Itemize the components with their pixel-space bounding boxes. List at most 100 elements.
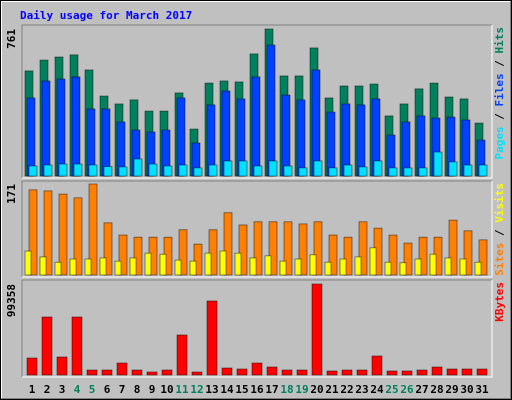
panel-bevel xyxy=(22,25,493,179)
bar xyxy=(26,357,38,376)
bar xyxy=(193,167,203,177)
bar xyxy=(268,221,278,276)
bar xyxy=(294,258,302,276)
y-tick-label: 99358 xyxy=(5,284,18,317)
x-tick-label: 27 xyxy=(415,383,428,396)
x-tick-label: 5 xyxy=(89,383,96,396)
bar xyxy=(478,164,488,177)
x-tick-label: 7 xyxy=(119,383,126,396)
bar xyxy=(238,224,248,276)
x-tick-label: 9 xyxy=(149,383,156,396)
bar xyxy=(73,163,83,177)
bar xyxy=(238,160,248,177)
bar xyxy=(369,247,377,276)
bar xyxy=(223,160,233,177)
x-tick-label: 18 xyxy=(280,383,293,396)
bar xyxy=(429,253,437,276)
bar xyxy=(28,165,38,177)
bar xyxy=(146,371,158,376)
bar xyxy=(43,190,53,276)
panel-bevel xyxy=(21,180,492,277)
bar xyxy=(356,369,368,376)
bar xyxy=(148,163,158,177)
bar xyxy=(386,370,398,376)
bar xyxy=(358,221,368,276)
bar xyxy=(418,167,428,177)
bar xyxy=(279,260,287,276)
bar xyxy=(161,369,173,376)
x-tick-label: 31 xyxy=(475,383,489,396)
bar xyxy=(163,165,173,177)
bar xyxy=(86,369,98,376)
bar xyxy=(144,252,152,276)
bar xyxy=(84,258,92,276)
bar xyxy=(403,167,413,177)
bar xyxy=(388,167,398,177)
bar xyxy=(54,261,62,276)
x-tick-label: 23 xyxy=(355,383,368,396)
bar xyxy=(193,243,203,276)
bar xyxy=(399,262,407,276)
bar xyxy=(41,316,53,376)
bar xyxy=(298,223,308,276)
x-tick-label: 29 xyxy=(445,383,458,396)
bar xyxy=(73,197,83,276)
bar xyxy=(116,362,128,376)
bar xyxy=(174,259,182,276)
legend-separator: / xyxy=(493,107,506,127)
bar xyxy=(313,160,323,177)
bar xyxy=(371,355,383,376)
chart-title: Daily usage for March 2017 xyxy=(20,9,192,22)
bar xyxy=(264,255,272,276)
bar xyxy=(296,99,306,177)
bar xyxy=(448,219,458,276)
bar xyxy=(99,257,107,276)
bar xyxy=(208,164,218,177)
bar xyxy=(403,242,413,276)
y-tick-label: 171 xyxy=(5,184,18,204)
bar xyxy=(71,316,83,376)
x-tick-label: 22 xyxy=(340,383,353,396)
bar xyxy=(176,334,188,376)
x-tick-label: 4 xyxy=(74,383,81,396)
bar xyxy=(204,252,212,276)
bar xyxy=(219,250,227,276)
bar xyxy=(221,367,233,376)
bar xyxy=(249,257,257,276)
bar xyxy=(101,108,111,177)
bar xyxy=(343,164,353,177)
legend: KBytes xyxy=(493,282,506,322)
bar xyxy=(88,164,98,177)
bar xyxy=(401,370,413,376)
bar xyxy=(131,369,143,376)
bar xyxy=(206,300,218,376)
bar xyxy=(253,221,263,276)
panel xyxy=(22,280,492,377)
bar xyxy=(478,239,488,276)
bar xyxy=(448,161,458,177)
bar xyxy=(251,76,261,177)
bar xyxy=(416,369,428,376)
bar xyxy=(459,258,467,276)
bar xyxy=(418,236,428,276)
bar xyxy=(234,252,242,276)
bar xyxy=(354,256,362,276)
bar xyxy=(326,370,338,376)
bar xyxy=(283,165,293,177)
legend-entry: Visits xyxy=(493,183,506,223)
bar xyxy=(384,261,392,276)
panel-bevel xyxy=(22,181,493,278)
bar xyxy=(283,221,293,276)
bar xyxy=(236,368,248,376)
x-tick-label: 2 xyxy=(44,383,51,396)
bar xyxy=(474,261,482,276)
x-tick-label: 30 xyxy=(460,383,473,396)
legend-entry: Files xyxy=(493,73,506,106)
bar xyxy=(341,369,353,376)
x-tick-label: 28 xyxy=(430,383,443,396)
bar xyxy=(88,183,98,276)
bar xyxy=(373,160,383,177)
legend-entry: Hits xyxy=(493,27,506,54)
